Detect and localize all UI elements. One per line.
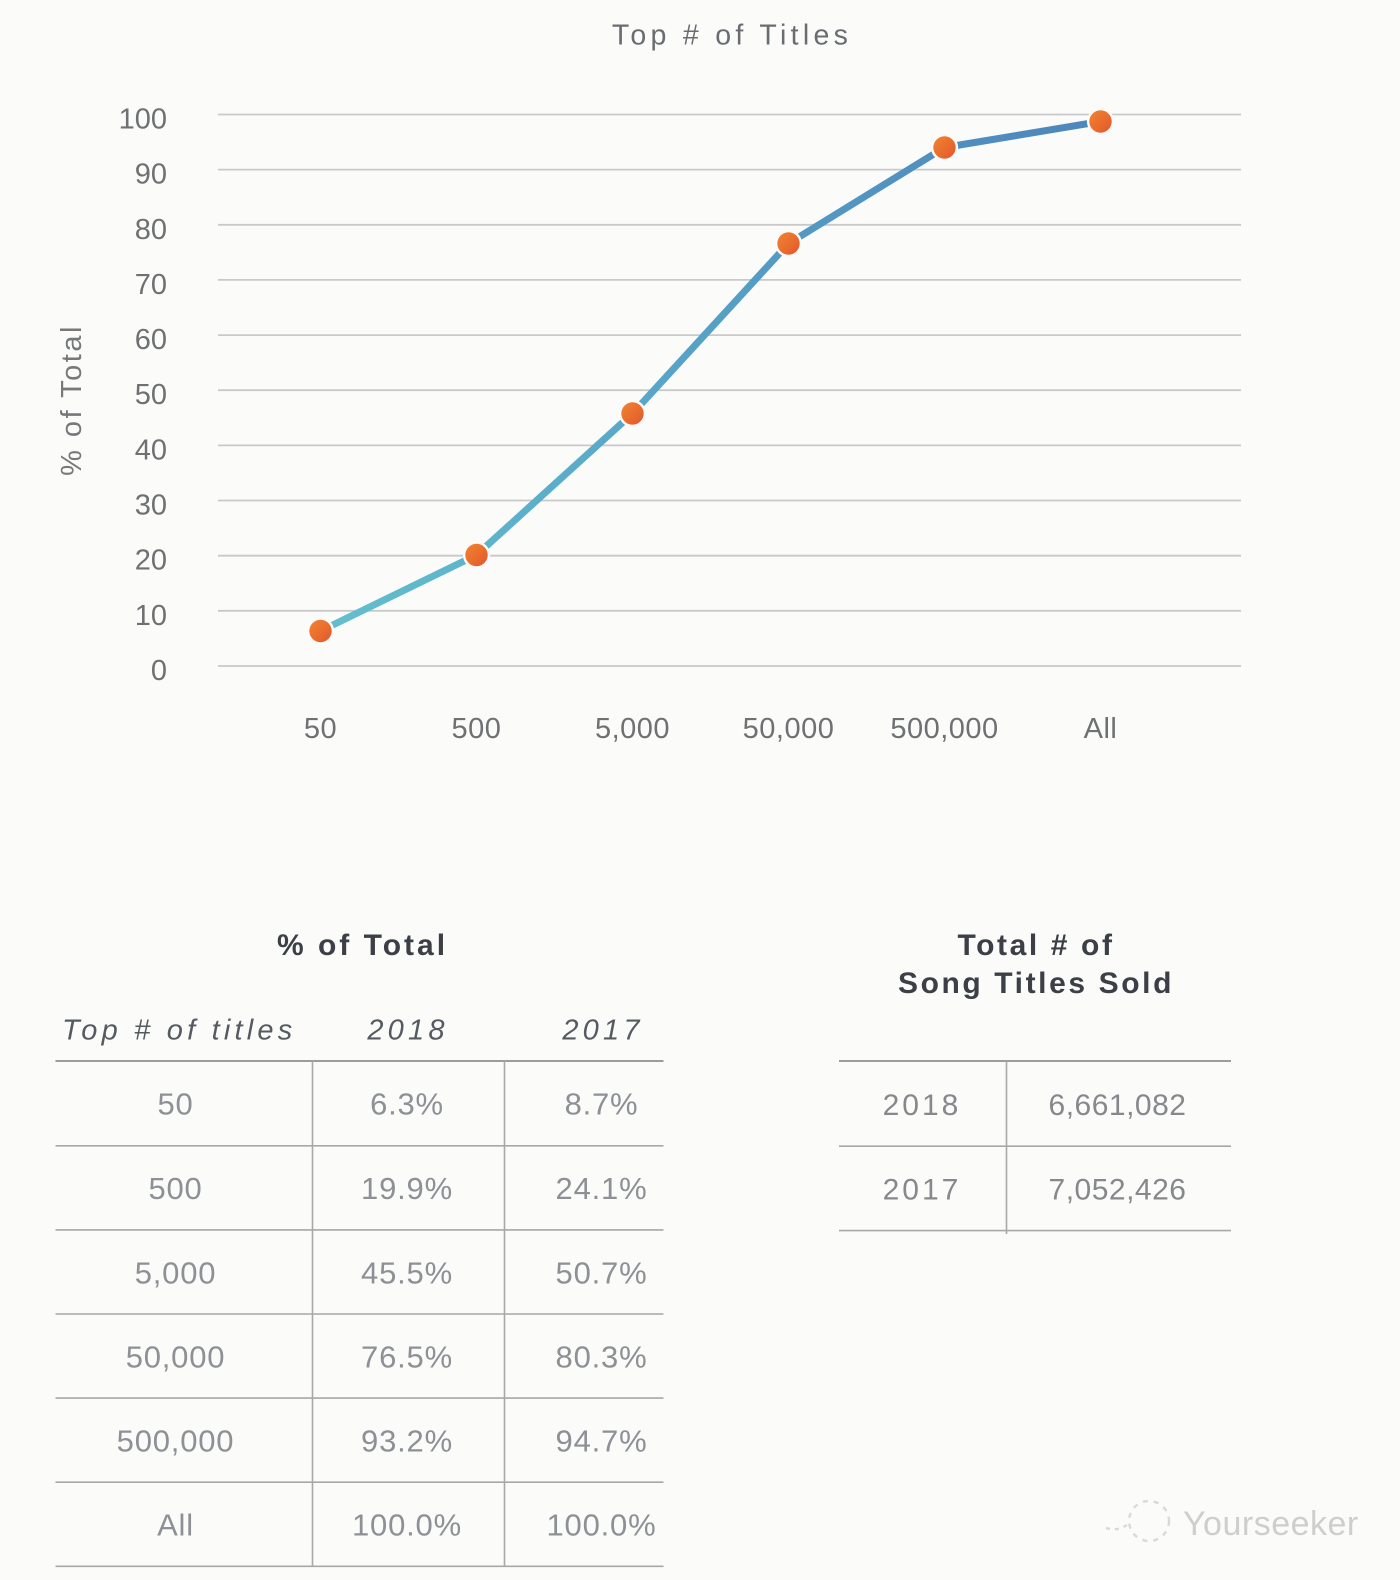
svg-text:90: 90 [135, 159, 167, 191]
svg-text:50: 50 [135, 379, 167, 411]
svg-text:2018: 2018 [883, 1089, 962, 1122]
svg-text:2017: 2017 [883, 1173, 962, 1206]
svg-text:% of Total: % of Total [56, 324, 88, 476]
svg-text:40: 40 [135, 434, 167, 466]
svg-text:30: 30 [135, 490, 167, 522]
svg-text:100: 100 [119, 104, 167, 136]
svg-text:Total # of: Total # of [957, 929, 1114, 962]
svg-text:94.7%: 94.7% [556, 1424, 648, 1459]
svg-text:7,052,426: 7,052,426 [1049, 1173, 1187, 1206]
svg-text:70: 70 [135, 269, 167, 301]
svg-text:80.3%: 80.3% [556, 1340, 648, 1375]
svg-text:20: 20 [135, 545, 167, 577]
svg-text:% of Total: % of Total [277, 929, 448, 962]
svg-text:0: 0 [151, 655, 167, 687]
svg-text:100.0%: 100.0% [547, 1508, 657, 1543]
svg-text:2017: 2017 [561, 1015, 643, 1047]
svg-text:500: 500 [148, 1171, 202, 1206]
svg-text:5,000: 5,000 [135, 1256, 217, 1291]
svg-text:6.3%: 6.3% [370, 1087, 444, 1122]
svg-text:50,000: 50,000 [126, 1340, 226, 1375]
svg-text:80: 80 [135, 214, 167, 246]
svg-text:Song Titles Sold: Song Titles Sold [898, 967, 1174, 1000]
svg-text:24.1%: 24.1% [556, 1171, 648, 1206]
svg-text:Yourseeker: Yourseeker [1183, 1505, 1359, 1543]
svg-text:76.5%: 76.5% [361, 1340, 453, 1375]
svg-text:500,000: 500,000 [890, 713, 998, 745]
svg-text:50,000: 50,000 [743, 713, 835, 745]
svg-text:500,000: 500,000 [117, 1424, 235, 1459]
svg-text:93.2%: 93.2% [361, 1424, 453, 1459]
svg-text:10: 10 [135, 600, 167, 632]
svg-text:Top # of titles: Top # of titles [62, 1015, 296, 1047]
svg-text:6,661,082: 6,661,082 [1049, 1089, 1187, 1122]
svg-text:8.7%: 8.7% [565, 1087, 639, 1122]
svg-text:45.5%: 45.5% [361, 1256, 453, 1291]
svg-text:60: 60 [135, 324, 167, 356]
svg-text:Top # of Titles: Top # of Titles [612, 20, 852, 52]
svg-text:5,000: 5,000 [595, 713, 670, 745]
svg-text:100.0%: 100.0% [352, 1508, 462, 1543]
svg-text:50: 50 [157, 1087, 193, 1122]
svg-text:500: 500 [452, 713, 502, 745]
svg-text:All: All [1084, 713, 1118, 745]
svg-text:All: All [157, 1508, 194, 1543]
svg-text:50.7%: 50.7% [556, 1256, 648, 1291]
svg-text:50: 50 [304, 713, 337, 745]
svg-text:19.9%: 19.9% [361, 1171, 453, 1206]
svg-text:2018: 2018 [366, 1015, 448, 1047]
